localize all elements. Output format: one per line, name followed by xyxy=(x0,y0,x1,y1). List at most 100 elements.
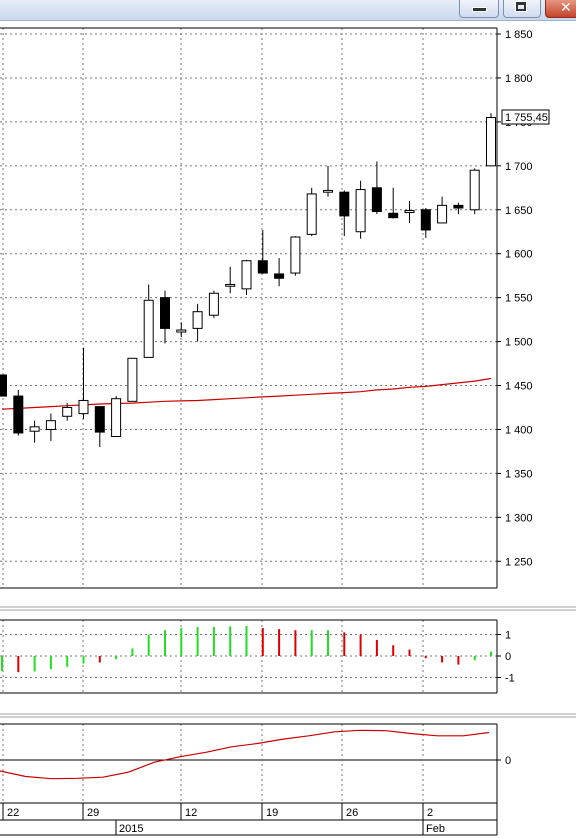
candle-body-down xyxy=(160,297,170,329)
window-titlebar: ✕ xyxy=(0,0,576,21)
candle-body-down xyxy=(274,273,285,279)
period-tick-label: Feb xyxy=(426,823,445,835)
price-tick-label: 1 600 xyxy=(505,249,533,261)
oscillator-axis: 1 0 -1 xyxy=(0,619,515,694)
minimize-button[interactable] xyxy=(459,0,499,18)
candle xyxy=(388,187,399,219)
day-tick-label: 12 xyxy=(185,807,197,819)
candle-body-up xyxy=(486,116,496,167)
candle xyxy=(290,236,301,276)
candle xyxy=(176,322,187,338)
last-price-label: 1 755,45 xyxy=(501,109,550,125)
candle-body-up xyxy=(225,283,236,287)
line-indicator-axis: 0 xyxy=(0,723,511,803)
line-tick-label: 0 xyxy=(505,755,511,767)
candle-body-up xyxy=(62,406,73,417)
candle-body-down xyxy=(453,204,464,209)
candle-body-down xyxy=(13,395,24,434)
candle xyxy=(323,165,333,197)
candle-body-up xyxy=(192,311,203,329)
candle-body-up xyxy=(469,169,480,211)
maximize-icon xyxy=(516,2,526,11)
candle-body-up xyxy=(241,260,252,290)
candle-body-up xyxy=(437,204,448,224)
candle xyxy=(469,168,480,215)
candle xyxy=(94,406,105,448)
line-indicator-grid xyxy=(0,724,497,803)
candle-body-down xyxy=(339,191,350,217)
candle-body-up xyxy=(127,357,138,402)
oscillator-tick-label: -1 xyxy=(505,673,515,685)
candle xyxy=(437,196,448,224)
candle xyxy=(127,357,138,402)
day-tick-label: 26 xyxy=(346,807,358,819)
line-indicator-panel: 0 xyxy=(0,723,511,803)
time-axis: 22 29 12 19 26 2 2015 Feb xyxy=(0,802,498,836)
candle-body-up xyxy=(176,329,187,333)
candle-body-down xyxy=(257,260,268,274)
candle xyxy=(404,200,415,223)
oscillator-bars xyxy=(1,625,492,673)
candle xyxy=(0,374,7,397)
candle-body-down xyxy=(388,212,399,219)
candle xyxy=(306,187,317,237)
candles-layer xyxy=(0,113,496,448)
candle xyxy=(29,420,40,443)
candle-body-down xyxy=(371,187,382,213)
candle xyxy=(192,303,203,342)
oscillator-tick-label: 0 xyxy=(505,651,511,663)
last-price-text: 1 755,45 xyxy=(505,112,548,124)
price-grid xyxy=(0,28,497,588)
close-button[interactable]: ✕ xyxy=(545,0,576,18)
candle xyxy=(208,290,219,318)
candle-body-up xyxy=(290,236,301,274)
close-icon: ✕ xyxy=(560,0,572,16)
price-tick-label: 1 400 xyxy=(505,424,533,436)
candle xyxy=(241,259,252,296)
period-tick-label: 2015 xyxy=(119,823,143,835)
candle xyxy=(257,229,268,274)
candle-body-up xyxy=(208,292,219,316)
candle-body-down xyxy=(94,406,105,433)
day-tick-label: 22 xyxy=(7,807,19,819)
price-tick-label: 1 650 xyxy=(505,205,533,217)
price-tick-label: 1 500 xyxy=(505,337,533,349)
candle-body-up xyxy=(29,426,40,432)
candle xyxy=(78,347,89,419)
candle-body-up xyxy=(404,210,415,214)
candle xyxy=(143,284,154,358)
candle xyxy=(420,208,431,238)
line-indicator-curve xyxy=(0,729,490,780)
candle xyxy=(355,180,366,239)
candle-body-up xyxy=(355,189,366,233)
candle xyxy=(45,413,56,441)
candle xyxy=(13,389,24,436)
price-tick-label: 1 250 xyxy=(505,556,533,568)
price-tick-label: 1 800 xyxy=(505,73,533,85)
candle-body-down xyxy=(0,374,7,397)
price-tick-label: 1 450 xyxy=(505,381,533,393)
candle xyxy=(274,258,285,287)
candle-body-up xyxy=(78,399,89,415)
moving-average-line xyxy=(1,377,492,410)
day-tick-label: 2 xyxy=(427,807,433,819)
price-tick-label: 1 850 xyxy=(505,29,533,41)
candle xyxy=(453,202,464,215)
candle-body-up xyxy=(323,189,333,193)
oscillator-tick-label: 1 xyxy=(505,630,511,642)
line-indicator-layer xyxy=(0,729,490,780)
day-tick-label: 29 xyxy=(87,807,99,819)
candle-body-down xyxy=(420,209,431,231)
oscillator-grid xyxy=(0,620,497,693)
maximize-button[interactable] xyxy=(503,0,541,18)
candle xyxy=(160,290,170,344)
candle-body-up xyxy=(143,299,154,358)
candle xyxy=(371,161,382,215)
price-tick-label: 1 300 xyxy=(505,512,533,524)
candle xyxy=(62,403,73,421)
day-tick-label: 19 xyxy=(266,807,278,819)
moving-average-layer xyxy=(1,377,492,410)
price-tick-label: 1 550 xyxy=(505,293,533,305)
